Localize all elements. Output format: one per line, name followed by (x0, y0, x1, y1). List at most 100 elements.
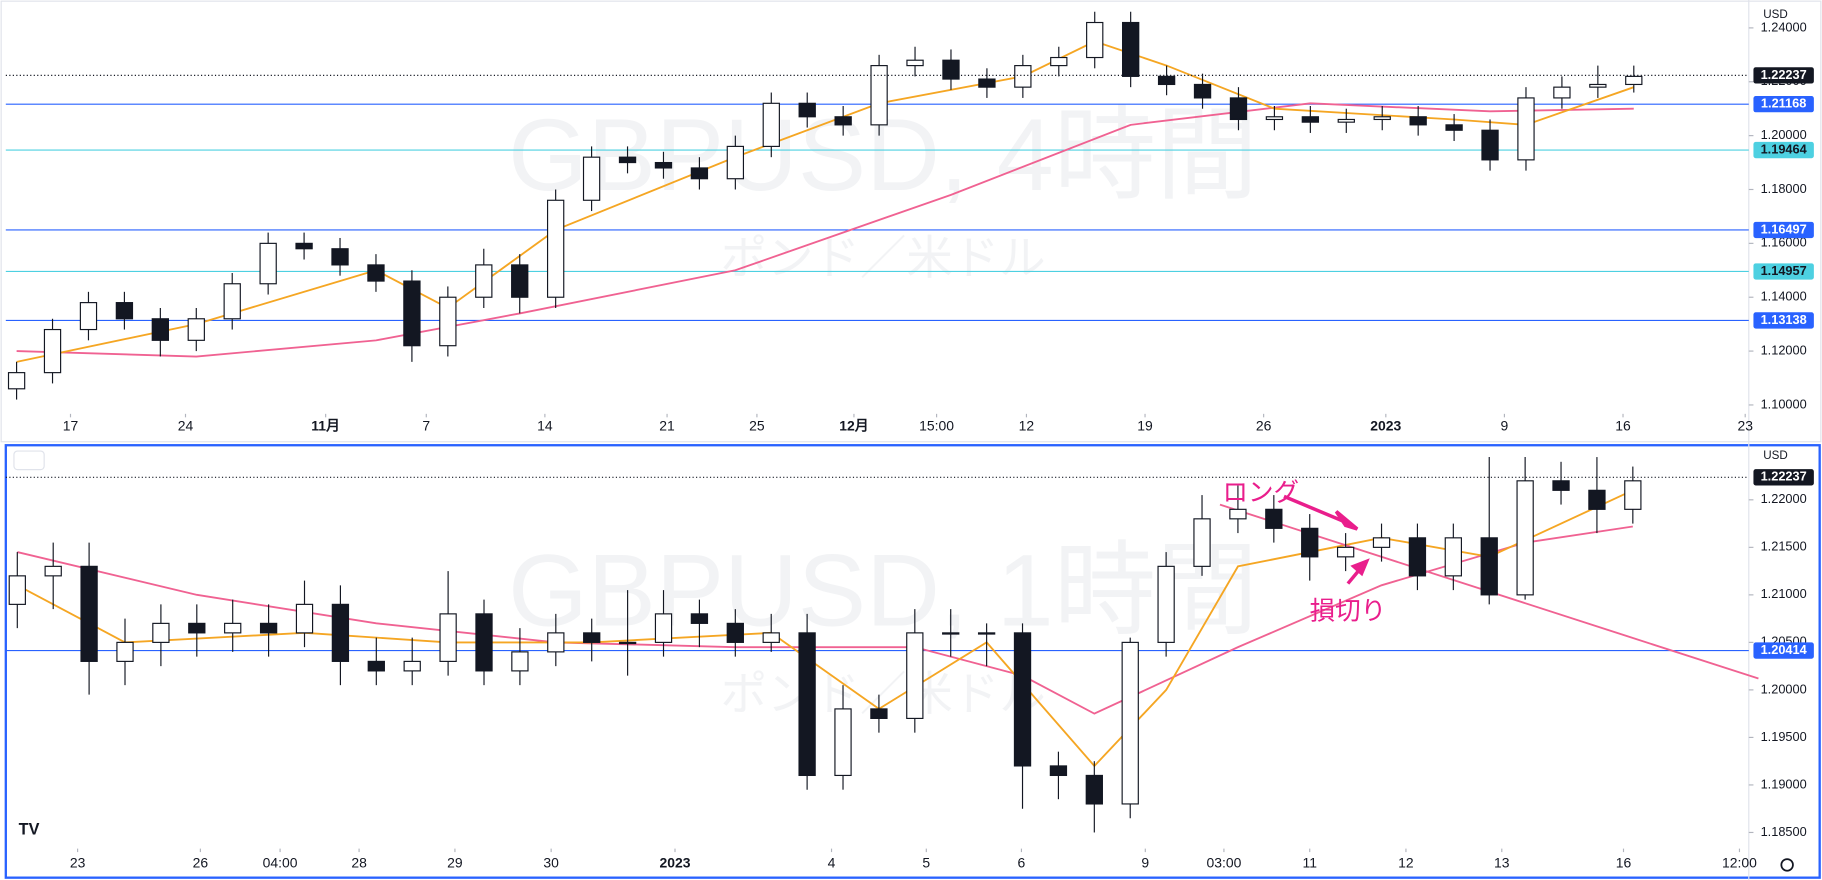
price-label: 1.20414 (1761, 642, 1808, 657)
y-tick-label: 1.14000 (1761, 289, 1807, 304)
settings-icon[interactable] (1780, 858, 1794, 872)
candle-body (1517, 97, 1535, 161)
candle-body (834, 116, 852, 126)
price-label-box (1753, 312, 1814, 329)
x-tick-label: 19 (1137, 417, 1153, 433)
candle-body (1121, 641, 1139, 805)
candle-body (546, 199, 565, 298)
price-label-box (1753, 67, 1814, 84)
watermark-title: GBPUSD, 1時間 (508, 533, 1258, 648)
panel-frame-active[interactable] (4, 444, 1821, 879)
price-label-box (1753, 221, 1814, 239)
candle-body (475, 613, 493, 672)
candle-body (1589, 83, 1607, 88)
x-tick-label: 2023 (659, 854, 690, 870)
candle-body (977, 632, 996, 635)
annotation: ロング (1222, 479, 1299, 507)
currency-label: USD (1763, 449, 1788, 462)
x-tick-label: 21 (659, 417, 675, 433)
x-tick-label: 9 (1141, 854, 1149, 870)
candle-body (1193, 83, 1212, 99)
candle-body (188, 622, 206, 634)
arrow (1283, 494, 1349, 525)
candle-body (870, 708, 888, 719)
candle-body (1157, 565, 1175, 643)
x-tick-label: 30 (543, 854, 559, 870)
x-tick-label: 16 (1615, 417, 1631, 433)
candle-body (690, 167, 709, 180)
candle-body (475, 264, 493, 298)
price-label-box (1753, 96, 1814, 113)
candle-body (654, 613, 673, 643)
candle-body (906, 59, 924, 67)
candle-body (1085, 774, 1103, 805)
candle-body (152, 622, 170, 643)
candle-body (439, 296, 457, 347)
plot-layer: 1.10000 1.12000 1.14000 1.16000 1.18000 1.200… (5, 8, 1814, 870)
y-tick-label: 1.24000 (1761, 19, 1807, 34)
arrow-head (1350, 558, 1370, 577)
candle-body (1193, 518, 1211, 567)
y-tick-label: 1.18000 (1761, 181, 1807, 196)
x-tick-label: 5 (922, 854, 930, 870)
panel-frame (0, 0, 1822, 443)
candle-body (1372, 537, 1391, 548)
candle-body (906, 632, 924, 719)
currency-label: USD (1763, 8, 1788, 21)
x-tick-label: 11 (1302, 854, 1317, 870)
candle-body (942, 632, 960, 635)
y-tick-label: 1.18500 (1761, 824, 1807, 839)
candle-body (942, 59, 960, 80)
candle-body (1157, 75, 1176, 86)
x-tick-label: 12 (1398, 854, 1414, 870)
price-label: 1.21168 (1761, 96, 1806, 111)
x-tick-label: 12:00 (1722, 854, 1757, 870)
price-label-box (1753, 263, 1814, 280)
svg-text:TV: TV (19, 820, 40, 838)
x-tick-label: 11月 (311, 417, 340, 433)
candle-body (116, 641, 134, 662)
candle-body (1086, 21, 1104, 59)
indicator-toggle[interactable] (13, 450, 45, 471)
y-tick-label: 1.21500 (1761, 539, 1807, 554)
candle-body (1625, 75, 1643, 86)
candle-body (511, 264, 529, 298)
candle-body (798, 102, 816, 118)
candle-body (834, 708, 852, 777)
moving-average (16, 102, 1634, 358)
candle-body (223, 283, 241, 320)
price-label: 1.22237 (1761, 469, 1807, 484)
watermark-subtitle: ポンド／米ドル (721, 232, 1046, 284)
x-tick-label: 23 (1737, 417, 1753, 433)
x-tick-label: 29 (447, 854, 463, 870)
y-tick-label: 1.20000 (1761, 127, 1807, 142)
candle-body (798, 632, 816, 777)
x-tick-label: 12月 (839, 417, 868, 433)
candle-body (1373, 116, 1391, 121)
candle-body (295, 242, 313, 250)
candle-body (7, 372, 26, 390)
candle-body (80, 565, 98, 662)
candle-body (403, 280, 421, 347)
x-tick-label: 25 (749, 417, 765, 433)
candle-body (726, 145, 745, 180)
moving-average (16, 489, 1634, 768)
x-tick-label: 23 (70, 854, 86, 870)
x-tick-label: 16 (1616, 854, 1632, 870)
candle-body (1552, 480, 1570, 491)
candle-body (1444, 537, 1462, 577)
candle-body (654, 161, 673, 169)
x-tick-label: 26 (193, 854, 209, 870)
candle-body (1301, 527, 1319, 558)
price-label: 1.16497 (1761, 221, 1807, 236)
price-label-box (1753, 141, 1814, 159)
candle-body (43, 328, 62, 374)
candle-body (690, 613, 709, 624)
candle-body (1049, 765, 1068, 777)
candle-body (1553, 86, 1571, 99)
x-tick-label: 15:00 (919, 417, 954, 433)
candle-body (1301, 116, 1320, 123)
x-tick-label: 2023 (1370, 417, 1401, 433)
x-tick-label: 26 (1256, 417, 1272, 433)
x-tick-label: 12 (1019, 417, 1035, 433)
